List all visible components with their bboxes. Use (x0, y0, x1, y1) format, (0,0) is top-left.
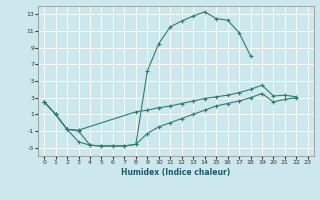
X-axis label: Humidex (Indice chaleur): Humidex (Indice chaleur) (121, 168, 231, 177)
